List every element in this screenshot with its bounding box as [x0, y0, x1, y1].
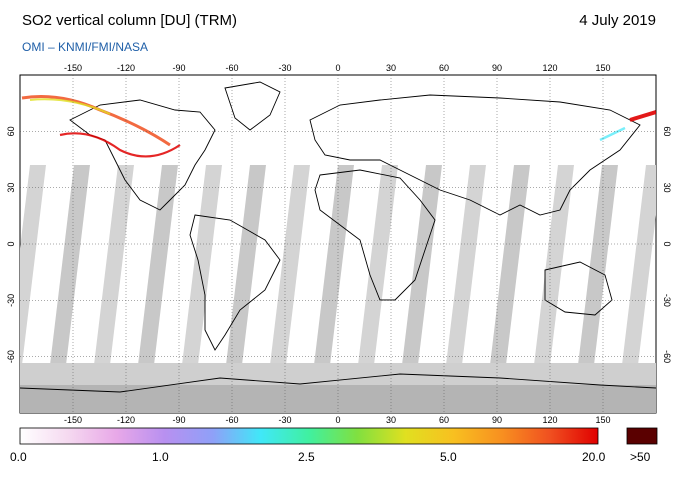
australia: [544, 261, 613, 316]
colorbar-label-0: 0.0: [10, 450, 27, 464]
lon-tick-bottom-0: -150: [64, 415, 82, 425]
swath-11: [490, 165, 530, 365]
swath-14: [622, 165, 656, 365]
lon-tick-bottom-10: 150: [595, 415, 610, 425]
swath-9: [402, 165, 442, 365]
lat-tick-right-0: 60: [662, 126, 672, 136]
north-america: [69, 99, 216, 211]
antarctica: [20, 373, 656, 393]
latitude-ticks-right: 60 30 0 -30 -60: [662, 126, 672, 363]
lon-tick-top-6: 30: [386, 63, 396, 73]
lat-tick-left-0: 60: [6, 126, 16, 136]
swath-1: [50, 165, 90, 365]
lon-tick-top-0: -150: [64, 63, 82, 73]
lon-tick-bottom-6: 30: [386, 415, 396, 425]
lat-tick-right-1: 30: [662, 183, 672, 193]
greenland: [224, 81, 281, 131]
lon-tick-top-9: 120: [542, 63, 557, 73]
swath-5: [226, 165, 266, 365]
coastlines: [20, 81, 656, 393]
swath-10: [446, 165, 486, 365]
colorbar: [19, 427, 599, 445]
eurasia: [309, 94, 641, 216]
lon-tick-bottom-8: 90: [492, 415, 502, 425]
swath-3: [138, 165, 178, 365]
africa: [314, 169, 436, 301]
map-title: SO2 vertical column [DU] (TRM): [22, 12, 238, 29]
longitude-ticks-bottom: -150 -120 -90 -60 -30 0 30 60 90 120 150: [64, 415, 611, 425]
lon-tick-top-3: -60: [225, 63, 238, 73]
swath-6: [270, 165, 310, 365]
lat-tick-left-1: 30: [6, 183, 16, 193]
lat-tick-left-3: -30: [6, 294, 16, 307]
so2-hotspots: [21, 95, 656, 158]
colorbar-label-2: 2.5: [298, 450, 315, 464]
swath-13: [578, 165, 618, 365]
longitude-ticks-top: -150 -120 -90 -60 -30 0 30 60 90 120 150: [64, 63, 611, 73]
colorbar-overflow-label: >50: [630, 450, 651, 464]
latitude-ticks-left: 60 30 0 -30 -60: [6, 126, 16, 363]
colorbar-label-4: 20.0: [582, 450, 606, 464]
colorbar-label-3: 5.0: [440, 450, 457, 464]
satellite-swaths: [20, 165, 656, 365]
lat-tick-right-2: 0: [662, 241, 672, 246]
lon-tick-top-7: 60: [439, 63, 449, 73]
map-subtitle: OMI – KNMI/FMI/NASA: [22, 40, 149, 54]
swath-7: [314, 165, 354, 365]
swath-4: [182, 165, 222, 365]
south-america: [189, 214, 281, 351]
lon-tick-bottom-1: -120: [117, 415, 135, 425]
lon-tick-bottom-5: 0: [335, 415, 340, 425]
lon-tick-top-1: -120: [117, 63, 135, 73]
lon-tick-top-2: -90: [172, 63, 185, 73]
lat-tick-right-3: -30: [662, 294, 672, 307]
colorbar-label-1: 1.0: [152, 450, 169, 464]
colorbar-overflow-swatch: [626, 427, 658, 445]
swath-0: [20, 165, 46, 365]
lat-tick-right-4: -60: [662, 350, 672, 363]
map-date: 4 July 2019: [579, 12, 656, 29]
swath-12: [534, 165, 574, 365]
lon-tick-bottom-7: 60: [439, 415, 449, 425]
lon-tick-bottom-2: -90: [172, 415, 185, 425]
lon-tick-top-10: 150: [595, 63, 610, 73]
lat-tick-left-4: -60: [6, 350, 16, 363]
lat-tick-left-2: 0: [6, 241, 16, 246]
lon-tick-top-8: 90: [492, 63, 502, 73]
lon-tick-top-4: -30: [278, 63, 291, 73]
lon-tick-top-5: 0: [335, 63, 340, 73]
lon-tick-bottom-9: 120: [542, 415, 557, 425]
lon-tick-bottom-3: -60: [225, 415, 238, 425]
graticule: [20, 75, 656, 413]
swath-8: [358, 165, 398, 365]
swath-2: [94, 165, 134, 365]
lon-tick-bottom-4: -30: [278, 415, 291, 425]
